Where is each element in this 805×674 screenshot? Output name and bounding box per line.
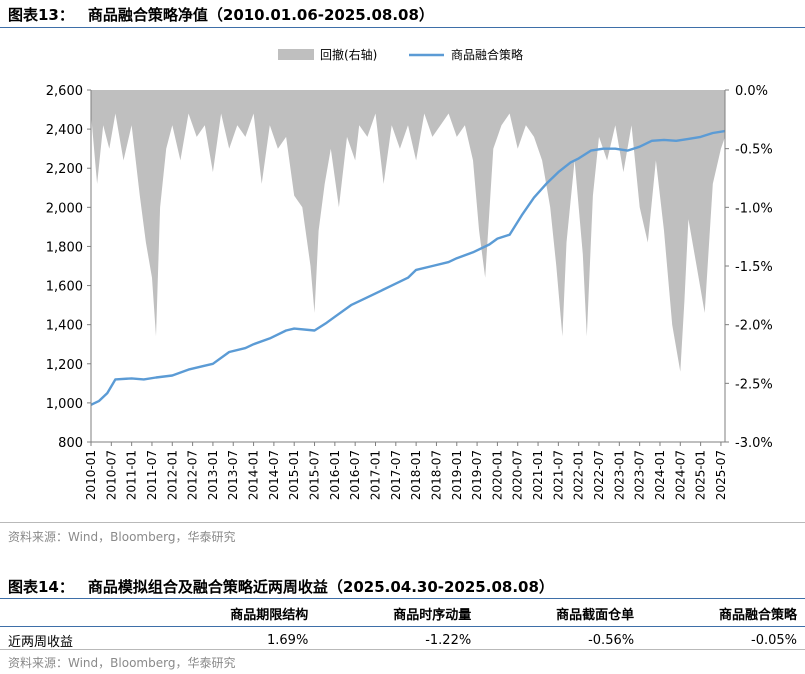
x-tick-label: 2020-01: [490, 450, 504, 500]
table-cell: -1.22%: [425, 632, 472, 648]
legend-label-nav: 商品融合策略: [451, 47, 523, 62]
x-tick-label: 2024-07: [673, 450, 687, 500]
right-tick-label: -0.5%: [735, 143, 773, 158]
table-header-cell: 商品融合策略: [718, 607, 797, 623]
left-tick-label: 1,600: [46, 280, 83, 295]
x-tick-label: 2025-07: [714, 450, 728, 500]
x-tick-label: 2022-07: [592, 450, 606, 500]
x-tick-label: 2020-07: [511, 450, 525, 500]
drawdown-area: [91, 90, 725, 372]
x-tick-label: 2025-01: [694, 450, 708, 500]
table-header-cell: [0, 600, 153, 627]
x-tick-label: 2014-01: [247, 450, 261, 500]
right-tick-label: -1.0%: [735, 201, 773, 216]
x-tick-label: 2019-07: [470, 450, 484, 500]
x-tick-label: 2016-07: [348, 450, 362, 500]
left-tick-label: 2,400: [46, 123, 83, 138]
returns-table: 商品期限结构 商品时序动量 商品截面仓单 商品融合策略 近两周收益 1.69% …: [0, 600, 805, 653]
left-tick-label: 1,200: [46, 358, 83, 373]
figure13-bottom-rule: [0, 522, 805, 523]
figure14-title: 图表14： 商品模拟组合及融合策略近两周收益（2025.04.30-2025.08…: [8, 576, 554, 597]
nav-line: [90, 129, 726, 406]
x-tick-label: 2012-07: [186, 450, 200, 500]
figure14-source: 资料来源：Wind，Bloomberg，华泰研究: [8, 656, 236, 670]
right-tick-label: 0.0%: [735, 84, 768, 99]
left-tick-label: 800: [58, 436, 83, 451]
x-tick-label: 2022-01: [572, 450, 586, 500]
x-tick-label: 2010-07: [104, 450, 118, 500]
x-tick-label: 2015-07: [308, 450, 322, 500]
left-tick-label: 1,800: [46, 240, 83, 255]
x-tick-label: 2013-07: [226, 450, 240, 500]
right-tick-label: -1.5%: [735, 260, 773, 275]
legend-swatch-drawdown: [278, 49, 314, 60]
x-tick-label: 2021-07: [551, 450, 565, 500]
x-tick-label: 2023-01: [612, 450, 626, 500]
table-header-cell: 商品截面仓单: [556, 607, 635, 623]
x-tick-label: 2010-01: [84, 450, 98, 500]
figure14-bottom-rule: [0, 649, 805, 650]
nav-line-layer: [90, 129, 726, 406]
figure13-source: 资料来源：Wind，Bloomberg，华泰研究: [8, 530, 236, 544]
figure14-title-text: 商品模拟组合及融合策略近两周收益（2025.04.30-2025.08.08）: [87, 578, 554, 596]
x-tick-label: 2015-01: [287, 450, 301, 500]
table-cell: 1.69%: [267, 632, 309, 648]
x-tick-label: 2016-01: [328, 450, 342, 500]
nav-drawdown-chart: 800 1,000 1,200 1,400 1,600 1,800 2,000 2,200 2,…: [46, 47, 773, 500]
right-tick-label: -2.5%: [735, 377, 773, 392]
x-tick-label: 2017-07: [389, 450, 403, 500]
table-cell: -0.05%: [751, 632, 797, 648]
x-tick-label: 2011-01: [125, 450, 139, 500]
x-tick-label: 2023-07: [633, 450, 647, 500]
x-tick-label: 2018-07: [429, 450, 443, 500]
figure13-title-text: 商品融合策略净值（2010.01.06-2025.08.08）: [87, 6, 434, 24]
table-header-cell: 商品期限结构: [230, 607, 309, 623]
table-header-row: 商品期限结构 商品时序动量 商品截面仓单 商品融合策略: [0, 600, 805, 627]
figure13-top-rule: [0, 27, 805, 28]
x-tick-label: 2021-01: [531, 450, 545, 500]
right-tick-label: -3.0%: [735, 436, 773, 451]
chart-legend: 回撤(右轴) 商品融合策略: [278, 47, 523, 62]
table-cell: -0.56%: [588, 632, 635, 648]
table-header-cell: 商品时序动量: [393, 607, 472, 623]
left-tick-label: 2,000: [46, 201, 83, 216]
x-tick-label: 2019-01: [450, 450, 464, 500]
left-tick-label: 1,400: [46, 319, 83, 334]
x-tick-label: 2018-01: [409, 450, 423, 500]
x-tick-label: 2011-07: [145, 450, 159, 500]
legend-label-drawdown: 回撤(右轴): [320, 47, 377, 62]
figure14-label: 图表14：: [8, 578, 74, 596]
drawdown-area-layer: [91, 90, 725, 372]
x-tick-label: 2014-07: [267, 450, 281, 500]
figure13-label: 图表13：: [8, 6, 74, 24]
left-tick-label: 2,200: [46, 162, 83, 177]
axes-layer: 800 1,000 1,200 1,400 1,600 1,800 2,000 2,200 2,…: [46, 84, 773, 500]
figure13-title: 图表13： 商品融合策略净值（2010.01.06-2025.08.08）: [8, 4, 434, 25]
x-tick-label: 2017-01: [369, 450, 383, 500]
table-row-label: 近两周收益: [8, 634, 74, 650]
x-tick-label: 2012-01: [165, 450, 179, 500]
figure14-top-rule: [0, 598, 805, 599]
table-row: 近两周收益 1.69% -1.22% -0.56% -0.05%: [0, 627, 805, 654]
left-tick-label: 2,600: [46, 84, 83, 99]
right-tick-label: -2.0%: [735, 319, 773, 334]
x-tick-label: 2013-01: [206, 450, 220, 500]
left-tick-label: 1,000: [46, 397, 83, 412]
x-tick-label: 2024-01: [653, 450, 667, 500]
